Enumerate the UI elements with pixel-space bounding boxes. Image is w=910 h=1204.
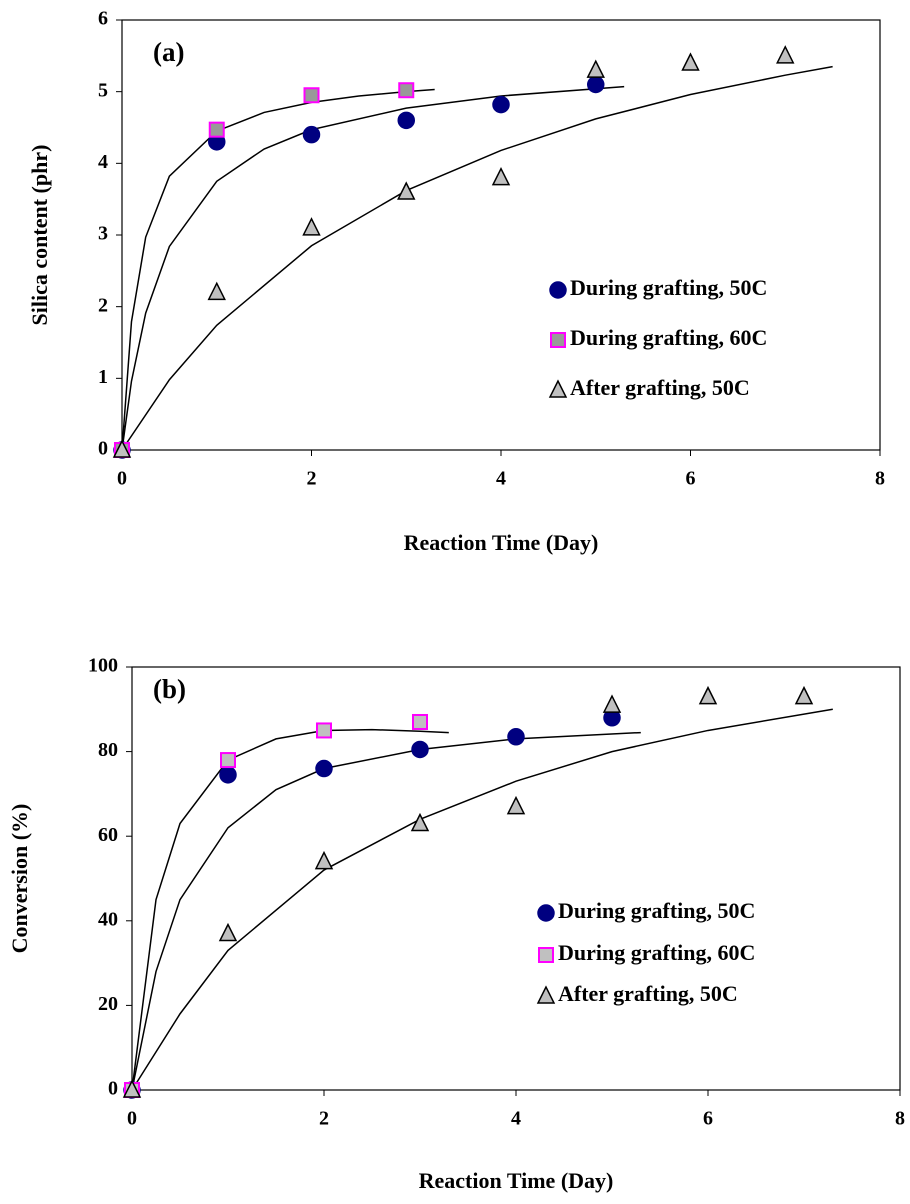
y-tick-label: 20 [98,993,118,1015]
point [602,694,622,713]
point [507,728,525,746]
trend-line [121,88,435,451]
point [586,59,605,78]
x-tick-label: 6 [686,468,696,490]
legend-marker [549,281,567,299]
legend-label: During grafting, 50C [570,275,767,300]
x-tick-label: 0 [117,468,127,490]
point [412,713,428,730]
point [112,439,132,458]
legend-label: After grafting, 50C [558,981,738,1006]
x-tick-label: 2 [319,1108,329,1130]
legend-label: During grafting, 60C [570,325,767,350]
legend-label: During grafting, 60C [558,940,755,965]
trend-line [121,65,833,451]
x-tick-label: 8 [895,1108,905,1130]
legend-marker [537,904,555,922]
point [314,850,334,870]
legend-marker [538,947,554,963]
annotation: (b) [153,674,186,704]
x-axis-label: Reaction Time (Day) [404,530,599,555]
trend-line [131,728,449,1091]
x-axis-label: Reaction Time (Day) [419,1168,614,1193]
point [398,82,415,99]
point [302,125,321,144]
point [303,87,320,104]
x-tick-label: 0 [127,1108,137,1130]
x-tick-label: 6 [703,1108,713,1130]
legend-label: During grafting, 50C [558,898,755,923]
y-tick-label: 80 [98,739,118,761]
y-axis-label: Silica content (phr) [27,145,52,326]
legend-marker [536,985,556,1004]
x-tick-label: 4 [511,1108,521,1130]
point [776,45,795,64]
point [207,281,226,301]
point [302,217,321,236]
y-tick-label: 1 [98,366,108,388]
point [122,1079,142,1098]
point [315,759,333,778]
point [794,685,814,705]
legend-label: After grafting, 50C [570,375,750,400]
x-tick-label: 8 [875,468,885,490]
point [411,740,429,759]
legend-marker [550,332,566,348]
point [410,812,430,832]
y-axis-label: Conversion (%) [7,804,32,954]
legend-marker [548,379,568,398]
annotation: (a) [153,37,184,67]
y-tick-label: 5 [98,79,108,101]
point [208,121,225,138]
trend-line [121,85,625,451]
y-tick-label: 2 [98,294,108,316]
point [492,95,510,114]
point [681,52,700,71]
y-tick-label: 60 [98,824,118,846]
y-tick-label: 6 [98,8,108,30]
point [698,685,718,705]
y-tick-label: 100 [88,655,118,677]
point [220,752,236,769]
point [397,111,415,130]
y-tick-label: 4 [98,151,108,173]
trend-line [131,731,641,1091]
plot-frame [121,19,881,451]
point [587,75,605,94]
point [397,181,416,200]
y-tick-label: 0 [108,1078,118,1100]
point [316,722,332,739]
point [506,795,526,815]
point [491,166,511,186]
y-tick-label: 3 [98,223,108,245]
y-tick-label: 0 [98,438,108,460]
point [219,766,237,784]
point [218,922,238,942]
x-tick-label: 4 [496,468,506,490]
x-tick-label: 2 [307,468,317,490]
y-tick-label: 40 [98,908,118,930]
